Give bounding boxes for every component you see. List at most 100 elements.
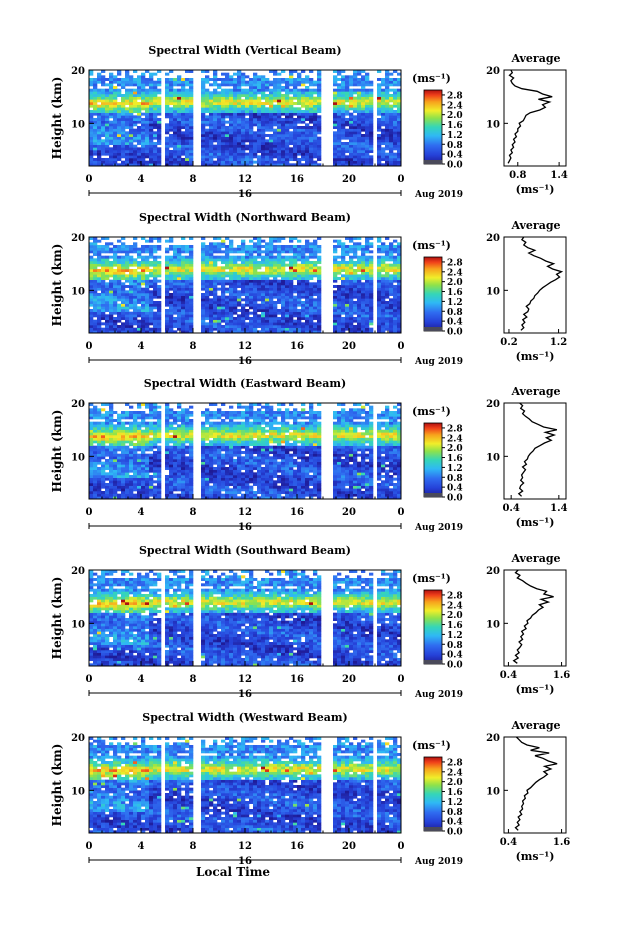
heatmap-cell	[121, 309, 126, 312]
heatmap-cell	[233, 258, 238, 262]
heatmap-cell	[93, 435, 98, 438]
heatmap-cell	[225, 99, 230, 103]
heatmap-cell	[173, 311, 178, 315]
heatmap-cell	[89, 96, 94, 100]
heatmap-cell	[173, 301, 178, 304]
heatmap-cell	[89, 78, 94, 81]
heatmap-cell	[317, 72, 322, 76]
heatmap-cell	[97, 424, 102, 428]
heatmap-cell	[101, 274, 106, 278]
heatmap-cell	[269, 287, 274, 291]
heatmap-cell	[353, 295, 358, 299]
heatmap-cell	[145, 282, 150, 286]
heatmap-cell	[385, 91, 390, 95]
heatmap-cell	[241, 303, 246, 307]
heatmap-cell	[141, 274, 146, 278]
heatmap-cell	[357, 115, 362, 119]
heatmap-cell	[365, 306, 370, 310]
heatmap-cell	[333, 136, 338, 140]
heatmap-cell	[173, 317, 178, 320]
heatmap-cell	[301, 314, 306, 318]
heatmap-cell	[273, 314, 278, 318]
heatmap-cell	[269, 314, 274, 318]
heatmap-cell	[265, 330, 270, 334]
heatmap-cell	[129, 80, 134, 84]
heatmap-cell	[277, 126, 282, 129]
heatmap-cell	[353, 123, 358, 127]
heatmap-cell	[137, 126, 142, 129]
heatmap-cell	[229, 303, 234, 307]
heatmap-cell	[305, 319, 310, 323]
heatmap-cell	[89, 70, 94, 73]
heatmap-cell	[241, 142, 246, 145]
heatmap-cell	[97, 144, 102, 148]
heatmap-cell	[317, 298, 322, 302]
heatmap-cell	[97, 309, 102, 312]
heatmap-cell	[317, 131, 322, 135]
heatmap-cell	[225, 150, 230, 153]
heatmap-cell	[125, 480, 130, 484]
heatmap-cell	[233, 144, 238, 148]
heatmap-cell	[301, 285, 306, 288]
heatmap-cell	[97, 317, 102, 320]
heatmap-cell	[165, 311, 170, 315]
heatmap-cell	[169, 158, 174, 161]
heatmap-cell	[277, 99, 282, 103]
heatmap-cell	[113, 102, 118, 105]
heatmap-cell	[97, 485, 102, 489]
heatmap-cell	[129, 322, 134, 326]
heatmap-cell	[209, 285, 214, 288]
heatmap-cell	[157, 295, 162, 299]
heatmap-cell	[257, 123, 262, 127]
heatmap-cell	[305, 327, 310, 331]
heatmap-cell	[89, 451, 94, 454]
heatmap-cell	[281, 139, 286, 143]
heatmap-cell	[89, 88, 94, 92]
heatmap-cell	[349, 330, 354, 334]
heatmap-cell	[341, 311, 346, 315]
heatmap-cell	[105, 327, 110, 331]
heatmap-cell	[233, 118, 238, 121]
heatmap-cell	[345, 123, 350, 127]
heatmap-cell	[233, 99, 238, 103]
heatmap-cell	[145, 88, 150, 92]
heatmap-cell	[365, 293, 370, 296]
heatmap-cell	[157, 99, 162, 103]
heatmap-cell	[229, 158, 234, 161]
heatmap-cell	[249, 285, 254, 288]
heatmap-cell	[301, 112, 306, 116]
heatmap-cell	[201, 330, 206, 334]
heatmap-cell	[253, 75, 258, 79]
heatmap-cell	[93, 480, 98, 484]
heatmap-cell	[169, 152, 174, 156]
heatmap-cell	[121, 110, 126, 113]
heatmap-cell	[249, 126, 254, 129]
heatmap-cell	[113, 96, 118, 100]
heatmap-cell	[353, 245, 358, 248]
heatmap-cell	[345, 128, 350, 132]
heatmap-cell	[393, 118, 398, 121]
heatmap-cell	[181, 144, 186, 148]
heatmap-cell	[269, 136, 274, 140]
heatmap-cell	[249, 266, 254, 270]
heatmap-cell	[213, 261, 218, 264]
heatmap-cell	[237, 110, 242, 113]
heatmap-cell	[381, 118, 386, 121]
heatmap-cell	[309, 155, 314, 159]
heatmap-cell	[137, 319, 142, 323]
heatmap-cell	[281, 271, 286, 275]
heatmap-cell	[173, 83, 178, 87]
heatmap-cell	[141, 78, 146, 81]
heatmap-cell	[237, 152, 242, 156]
heatmap-cell	[237, 319, 242, 323]
heatmap-cell	[341, 83, 346, 87]
heatmap-cell	[357, 142, 362, 145]
heatmap-cell	[277, 72, 282, 76]
heatmap-cell	[353, 107, 358, 111]
heatmap-cell	[313, 311, 318, 315]
heatmap-cell	[397, 258, 402, 262]
heatmap-cell	[109, 298, 114, 302]
heatmap-cell	[117, 163, 122, 167]
heatmap-cell	[141, 75, 146, 79]
heatmap-cell	[113, 317, 118, 320]
